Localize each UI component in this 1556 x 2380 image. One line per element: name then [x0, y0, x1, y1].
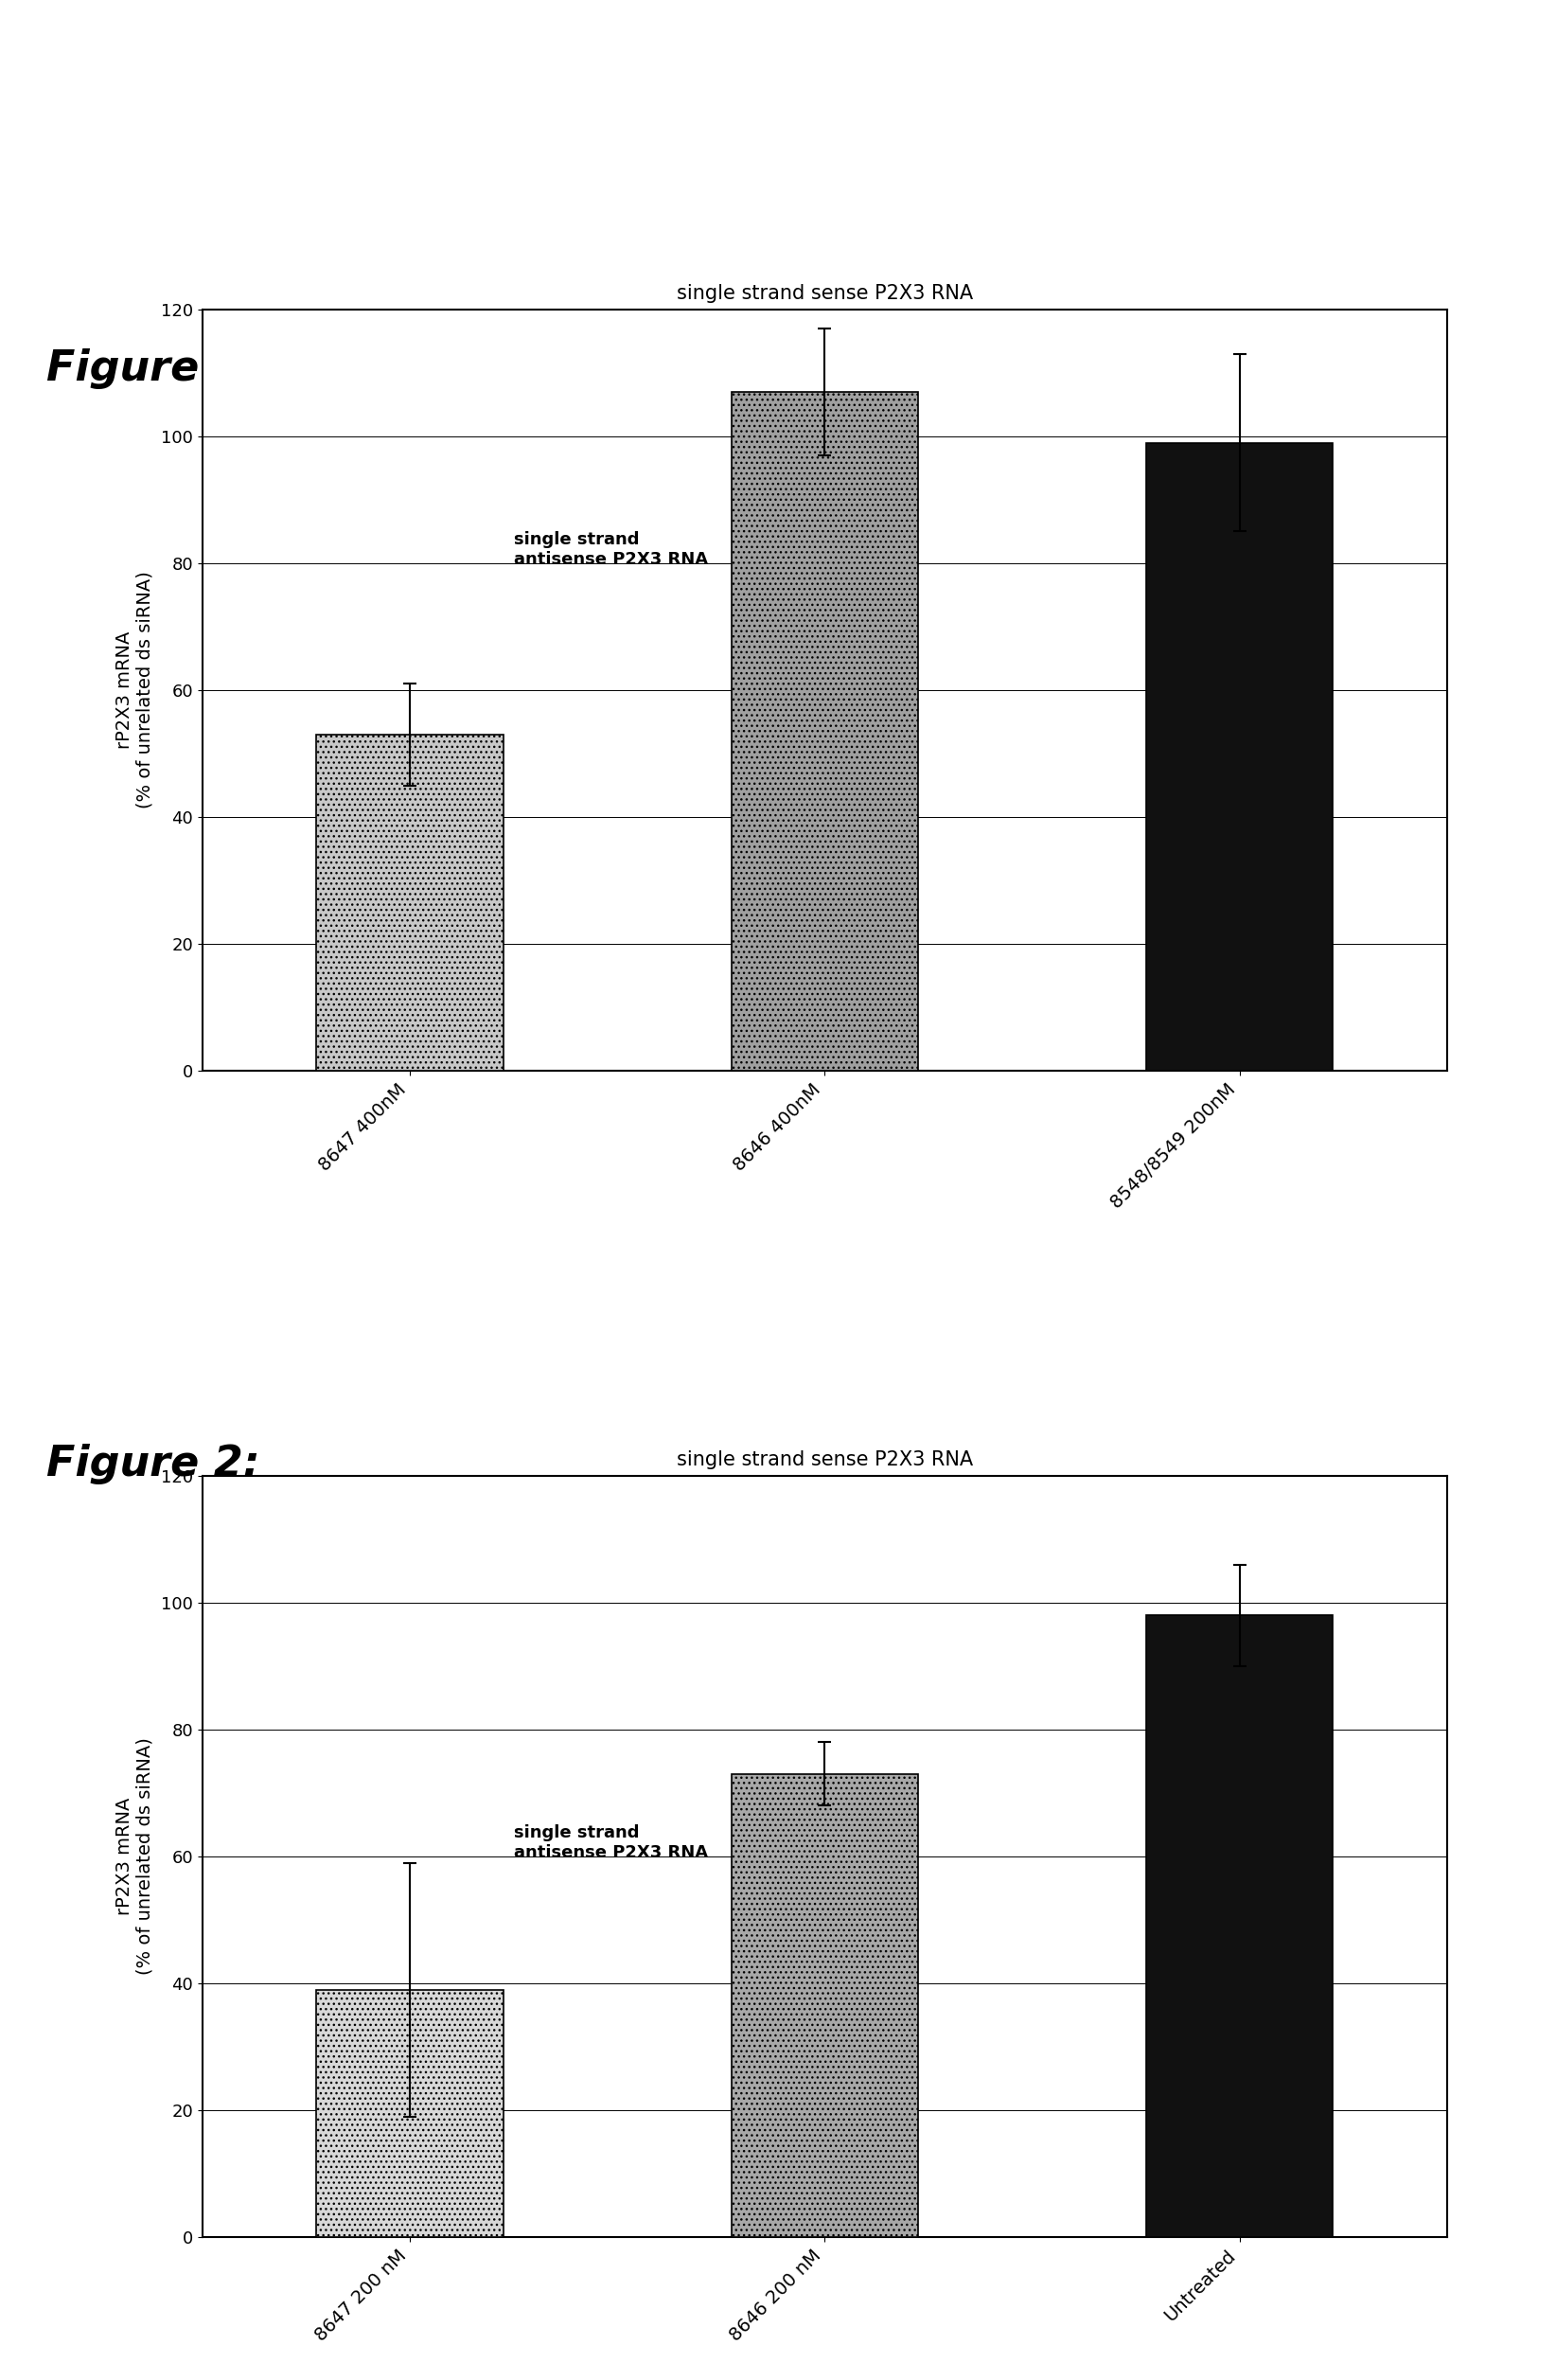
Text: Figure 2:: Figure 2:	[47, 1442, 260, 1485]
Bar	[316, 735, 503, 1071]
Bar	[1147, 443, 1333, 1071]
Title: single strand sense P2X3 RNA: single strand sense P2X3 RNA	[677, 283, 972, 302]
Title: single strand sense P2X3 RNA: single strand sense P2X3 RNA	[677, 1449, 972, 1468]
Text: single strand
antisense P2X3 RNA: single strand antisense P2X3 RNA	[513, 531, 708, 569]
Text: Figure 1:: Figure 1:	[47, 347, 260, 390]
Bar	[731, 393, 918, 1071]
Bar	[731, 1773, 918, 2237]
Y-axis label: rP2X3 mRNA
(% of unrelated ds siRNA): rP2X3 mRNA (% of unrelated ds siRNA)	[115, 1737, 154, 1975]
Bar	[316, 1990, 503, 2237]
Text: single strand
antisense P2X3 RNA: single strand antisense P2X3 RNA	[513, 1825, 708, 1861]
Bar	[1147, 1616, 1333, 2237]
Y-axis label: rP2X3 mRNA
(% of unrelated ds siRNA): rP2X3 mRNA (% of unrelated ds siRNA)	[115, 571, 154, 809]
